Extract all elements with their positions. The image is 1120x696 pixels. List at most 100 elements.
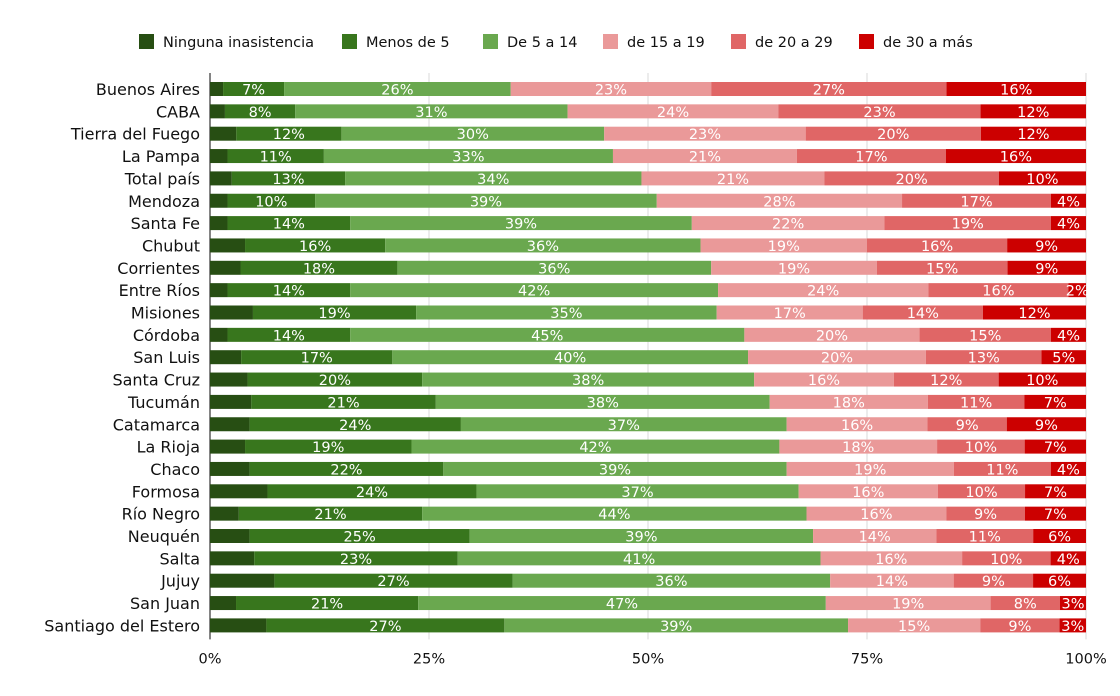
data-label: 39%: [470, 194, 502, 210]
data-label: 14%: [273, 284, 305, 300]
bar-segment-chubut-de-15-a-19: [700, 238, 867, 253]
data-label: 18%: [842, 440, 874, 456]
bar-segment-santiago-del-estero-de-15-a-19: [848, 618, 981, 633]
data-label: 24%: [807, 284, 839, 300]
bar-segment-cordoba-menos-de-5: [227, 327, 351, 342]
data-label: 13%: [272, 172, 304, 188]
legend-item-de-15-a-19: de 15 a 19: [603, 34, 705, 51]
data-label: 4%: [1057, 328, 1080, 344]
bar-segment-formosa-de-20-a-29: [937, 484, 1026, 499]
data-label: 11%: [960, 395, 992, 411]
bar-segment-mendoza-de-15-a-19: [656, 193, 903, 208]
bar-segment-santa-cruz-de-15-a-19: [754, 372, 894, 387]
legend-label: de 30 a más: [883, 35, 973, 51]
bar-segment-santa-fe-de-30-a-mas: [1050, 216, 1086, 231]
bar-segment-cordoba-de-15-a-19: [744, 327, 920, 342]
bar-segment-la-rioja-ninguna-inasistencia: [210, 439, 246, 454]
data-label: 17%: [774, 306, 806, 322]
bar-segment-rio-negro-de-5-a-14: [422, 506, 807, 521]
bar-segment-cordoba-ninguna-inasistencia: [210, 327, 228, 342]
category-label-cordoba: Córdoba: [133, 326, 200, 345]
category-label-corrientes: Corrientes: [117, 259, 200, 278]
data-label: 25%: [344, 530, 376, 546]
x-tick-label: 25%: [413, 651, 445, 667]
bar-segment-san-juan-de-15-a-19: [825, 596, 991, 611]
data-label: 39%: [660, 619, 692, 635]
bar-segment-tucuman-ninguna-inasistencia: [210, 394, 252, 409]
data-label: 17%: [855, 150, 887, 166]
data-label: 13%: [968, 351, 1000, 367]
data-label: 20%: [821, 351, 853, 367]
bar-segment-buenos-aires-de-15-a-19: [510, 82, 712, 96]
bar-segment-san-luis-de-15-a-19: [748, 350, 926, 365]
legend-item-de-30-a-mas: de 30 a más: [859, 34, 973, 51]
legend-swatch: [139, 34, 154, 49]
bar-segment-formosa-de-15-a-19: [798, 484, 938, 499]
bar-segment-la-pampa-ninguna-inasistencia: [210, 149, 228, 164]
data-label: 5%: [1052, 351, 1075, 367]
data-label: 23%: [689, 127, 721, 143]
bar-segment-salta-ninguna-inasistencia: [210, 551, 255, 566]
bar-segment-san-luis-ninguna-inasistencia: [210, 350, 242, 365]
data-label: 19%: [854, 462, 886, 478]
data-label: 45%: [531, 328, 563, 344]
data-label: 3%: [1061, 597, 1084, 613]
data-label: 10%: [965, 440, 997, 456]
bar-segment-formosa-ninguna-inasistencia: [210, 484, 268, 499]
data-label: 38%: [572, 373, 604, 389]
category-label-la-pampa: La Pampa: [122, 147, 200, 166]
bar-segment-jujuy-de-15-a-19: [830, 573, 954, 588]
data-label: 9%: [1008, 619, 1031, 635]
data-label: 47%: [606, 597, 638, 613]
bar-segment-santiago-del-estero-ninguna-inasistencia: [210, 618, 267, 633]
bar-segment-salta-menos-de-5: [254, 551, 458, 566]
data-label: 27%: [377, 574, 409, 590]
data-label: 16%: [982, 284, 1014, 300]
bar-segment-caba-de-30-a-mas: [980, 104, 1086, 119]
data-label: 39%: [505, 217, 537, 233]
bar-segment-rio-negro-de-15-a-19: [806, 506, 947, 521]
bar-segment-formosa-de-30-a-mas: [1025, 484, 1086, 499]
data-label: 8%: [249, 105, 272, 121]
bar-segment-san-luis-de-30-a-mas: [1041, 350, 1086, 365]
bar-segment-neuquen-menos-de-5: [249, 529, 470, 543]
bar-segment-santa-fe-de-15-a-19: [691, 216, 885, 231]
data-label: 22%: [330, 462, 362, 478]
bar-segment-santa-cruz-ninguna-inasistencia: [210, 372, 248, 387]
data-label: 19%: [952, 217, 984, 233]
legend-label: De 5 a 14: [507, 35, 577, 51]
bar-segment-la-rioja-de-20-a-29: [937, 439, 1025, 454]
data-label: 36%: [527, 239, 559, 255]
data-label: 24%: [356, 485, 388, 501]
bar-segment-mendoza-menos-de-5: [227, 193, 316, 208]
bar-segment-santa-cruz-de-20-a-29: [893, 372, 999, 387]
data-label: 9%: [974, 507, 997, 523]
bars: 7% 26% 23% 27% 16%8% 31% 24% 23% 12%12% 30% 23% 20%…: [210, 82, 1089, 635]
bar-segment-corrientes-de-15-a-19: [711, 260, 877, 275]
category-label-mendoza: Mendoza: [128, 192, 200, 211]
bar-segment-chubut-ninguna-inasistencia: [210, 238, 246, 253]
legend-swatch: [859, 34, 874, 49]
bar-segment-la-pampa-de-5-a-14: [323, 149, 613, 164]
bar-segment-catamarca-de-5-a-14: [460, 417, 787, 432]
data-label: 19%: [768, 239, 800, 255]
data-label: 33%: [452, 150, 484, 166]
data-label: 40%: [554, 351, 586, 367]
data-label: 20%: [896, 172, 928, 188]
bar-segment-total-pais-menos-de-5: [231, 171, 346, 186]
data-label: 15%: [898, 619, 930, 635]
data-label: 26%: [381, 83, 413, 99]
bar-segment-total-pais-de-15-a-19: [641, 171, 825, 186]
bar-segment-buenos-aires-de-20-a-29: [711, 82, 947, 96]
data-label: 7%: [1044, 485, 1067, 501]
data-label: 9%: [956, 418, 979, 434]
bar-segment-santiago-del-estero-menos-de-5: [266, 618, 505, 633]
data-label: 18%: [833, 395, 865, 411]
data-label: 6%: [1048, 530, 1071, 546]
bar-segment-tierra-del-fuego-de-20-a-29: [805, 126, 981, 141]
bar-segment-chubut-de-5-a-14: [385, 238, 701, 253]
bar-segment-misiones-ninguna-inasistencia: [210, 305, 253, 320]
bar-segment-tierra-del-fuego-de-5-a-14: [341, 126, 605, 141]
bar-segment-la-rioja-de-5-a-14: [411, 439, 780, 454]
legend-label: de 20 a 29: [755, 35, 833, 51]
